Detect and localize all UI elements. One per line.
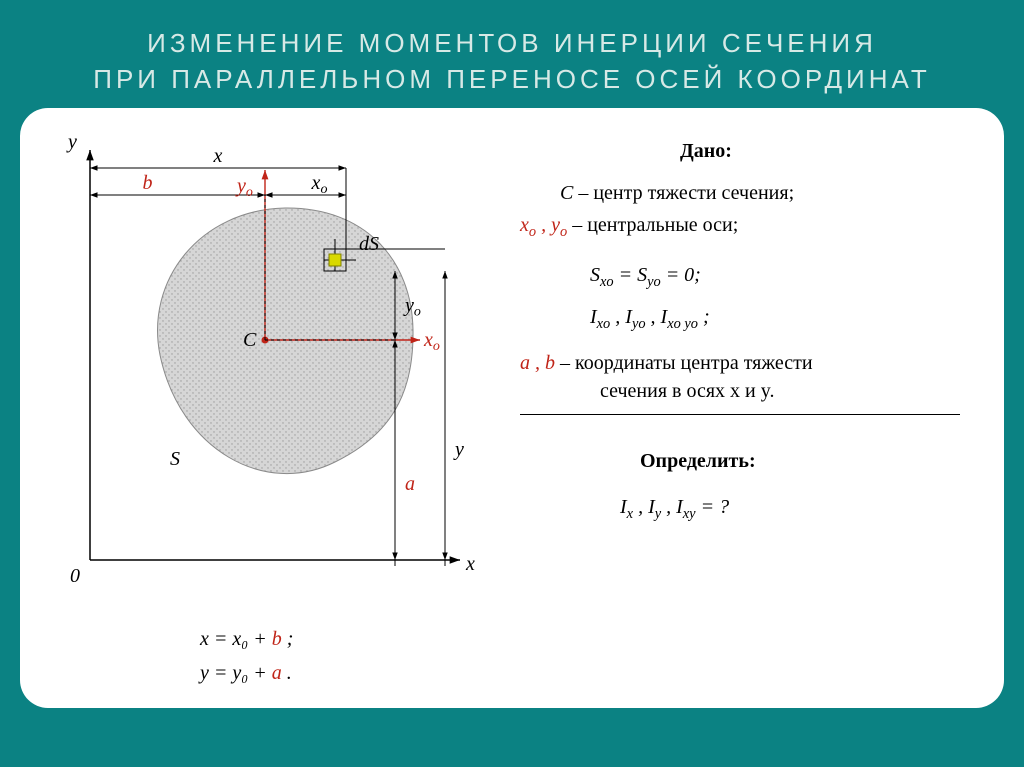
given-xy0: xo , yo – центральные оси; — [520, 214, 738, 241]
eq-x-b: b — [272, 628, 282, 650]
svg-text:xo: xo — [311, 172, 328, 197]
given-ab-line2: сечения в осях x и y. — [600, 380, 774, 403]
eq-y: y = y₀ + a . — [200, 662, 292, 685]
svg-text:xo: xo — [423, 329, 440, 354]
svg-text:dS: dS — [359, 233, 379, 255]
svg-text:yo: yo — [235, 175, 253, 200]
svg-text:0: 0 — [70, 565, 80, 587]
svg-text:b: b — [143, 172, 153, 194]
svg-text:S: S — [170, 448, 180, 470]
svg-text:a: a — [405, 473, 415, 495]
given-c-text: – центр тяжести сечения; — [573, 182, 794, 204]
given-header: Дано: — [680, 140, 732, 163]
given-ab: a , b – координаты центра тяжести — [520, 352, 813, 375]
svg-text:C: C — [243, 329, 257, 351]
diagram-svg: xy0xoCdSSxbxoyoyayo — [0, 0, 1024, 767]
eq-y-lhs: y = y₀ + — [200, 662, 272, 684]
given-xy0-text: – центральные оси; — [567, 214, 738, 236]
divider-line — [520, 414, 960, 415]
svg-text:x: x — [213, 145, 223, 167]
given-xy0-sym: xo , yo — [520, 214, 567, 236]
svg-text:y: y — [453, 439, 464, 461]
given-i-list: Ixo , Iyo , Ixo yo ; — [590, 306, 710, 333]
given-c: C – центр тяжести сечения; — [560, 182, 794, 205]
determine-eq: Ix , Iy , Ixy = ? — [620, 496, 729, 523]
svg-text:y: y — [66, 131, 77, 153]
eq-x: x = x₀ + b ; — [200, 628, 293, 651]
determine-header: Определить: — [640, 450, 756, 473]
given-ab-text1: – координаты центра тяжести — [555, 352, 813, 374]
eq-y-a: a — [272, 662, 282, 684]
given-ab-sym: a , b — [520, 352, 555, 374]
svg-text:x: x — [465, 553, 475, 575]
svg-text:yo: yo — [403, 295, 421, 320]
eq-x-tail: ; — [282, 628, 294, 650]
given-c-sym: C — [560, 182, 573, 204]
slide-root: ИЗМЕНЕНИЕ МОМЕНТОВ ИНЕРЦИИ СЕЧЕНИЯ ПРИ П… — [0, 0, 1024, 767]
eq-y-tail: . — [282, 662, 292, 684]
given-s-eq: Sxo = Syo = 0; — [590, 264, 701, 291]
eq-x-lhs: x = x₀ + — [200, 628, 272, 650]
